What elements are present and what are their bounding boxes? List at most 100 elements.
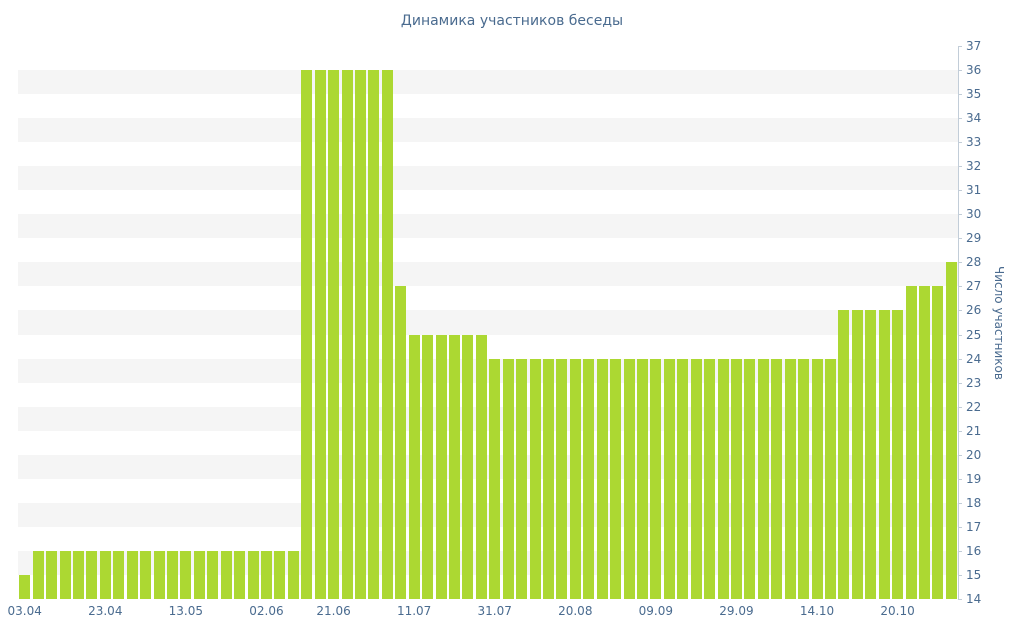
x-tick-label: 09.09	[638, 604, 674, 618]
y-tick-label: 15	[966, 567, 982, 582]
bar	[623, 358, 635, 599]
bar	[234, 550, 246, 599]
grid-stripe	[18, 142, 958, 166]
grid-stripe	[18, 94, 958, 118]
x-tick-label: 21.06	[316, 604, 351, 618]
bar	[328, 70, 340, 599]
bar	[824, 358, 836, 599]
bar	[650, 358, 662, 599]
bar	[717, 358, 729, 599]
bar	[851, 310, 863, 599]
y-tick-mark	[958, 406, 962, 408]
y-tick-mark	[958, 430, 962, 432]
y-tick-mark	[958, 599, 962, 600]
bar	[865, 310, 877, 599]
bar	[193, 550, 205, 599]
bar	[596, 358, 608, 599]
bar	[153, 550, 165, 599]
grid-stripe	[18, 286, 958, 310]
bar	[690, 358, 702, 599]
bar	[945, 262, 957, 599]
y-tick-label: 28	[966, 255, 982, 270]
bar	[918, 286, 930, 599]
y-tick-label: 16	[966, 543, 982, 558]
bar	[704, 358, 716, 599]
y-tick-label: 25	[966, 327, 982, 342]
bar	[583, 358, 595, 599]
bar	[489, 358, 501, 599]
y-tick-label: 37	[966, 39, 982, 53]
bar	[126, 550, 138, 599]
y-tick-mark	[958, 382, 962, 384]
y-tick-label: 33	[966, 135, 982, 150]
y-tick-label: 20	[966, 447, 982, 462]
y-tick-label: 22	[966, 399, 982, 414]
y-tick-label: 29	[966, 231, 982, 246]
y-tick-label: 32	[966, 159, 982, 174]
bar	[610, 358, 622, 599]
bar	[72, 550, 84, 599]
bar	[381, 70, 393, 599]
bar	[435, 334, 447, 599]
y-tick-mark	[958, 454, 962, 456]
y-tick-label: 26	[966, 303, 982, 318]
x-tick-label: 29.09	[719, 604, 754, 618]
bar	[730, 358, 742, 599]
y-tick-mark	[958, 478, 962, 480]
y-tick-label: 19	[966, 471, 982, 486]
bar	[516, 358, 528, 599]
bar	[341, 70, 353, 599]
x-tick-label: 20.10	[880, 604, 915, 618]
y-tick-label: 36	[966, 63, 982, 78]
bar	[207, 550, 219, 599]
bar	[408, 334, 420, 599]
y-tick-label: 31	[966, 183, 982, 198]
y-tick-mark	[958, 166, 962, 168]
bar	[99, 550, 111, 599]
bar	[354, 70, 366, 599]
bar	[247, 550, 259, 599]
y-tick-label: 24	[966, 351, 982, 366]
y-tick-label: 34	[966, 111, 982, 126]
x-tick-label: 20.08	[558, 604, 593, 618]
bar	[274, 550, 286, 599]
grid-stripe	[18, 262, 958, 287]
bar	[811, 358, 823, 599]
grid-stripe	[18, 214, 958, 239]
x-tick-label: 02.06	[249, 604, 284, 618]
y-axis-line	[958, 46, 959, 599]
bar	[86, 550, 98, 599]
y-tick-mark	[958, 190, 962, 192]
bar	[771, 358, 783, 599]
y-tick-label: 17	[966, 519, 982, 534]
bar	[798, 358, 810, 599]
y-tick-mark	[958, 262, 962, 264]
grid-stripe	[18, 238, 958, 262]
bar	[59, 550, 71, 599]
bar	[542, 358, 554, 599]
bar	[636, 358, 648, 599]
bar	[166, 550, 178, 599]
bar	[220, 550, 232, 599]
x-tick-label: 11.07	[396, 604, 432, 618]
chart-title: Динамика участников беседы	[400, 13, 624, 29]
y-tick-mark	[958, 118, 962, 120]
bar	[180, 550, 192, 599]
y-tick-label: 21	[966, 423, 982, 438]
bar	[113, 550, 125, 599]
grid-stripe	[18, 190, 958, 214]
bar	[462, 334, 474, 599]
x-tick-label: 23.04	[88, 604, 123, 618]
grid-stripe	[18, 335, 958, 359]
y-tick-label: 30	[966, 207, 982, 222]
bar	[569, 358, 581, 599]
bar	[932, 286, 944, 599]
grid-stripe	[18, 310, 958, 335]
y-tick-mark	[958, 310, 962, 312]
bar	[475, 334, 487, 599]
x-tick-label: 31.07	[477, 604, 512, 618]
bar	[757, 358, 769, 599]
y-tick-mark	[958, 550, 962, 552]
grid-stripe	[18, 70, 958, 95]
bar	[314, 70, 326, 599]
